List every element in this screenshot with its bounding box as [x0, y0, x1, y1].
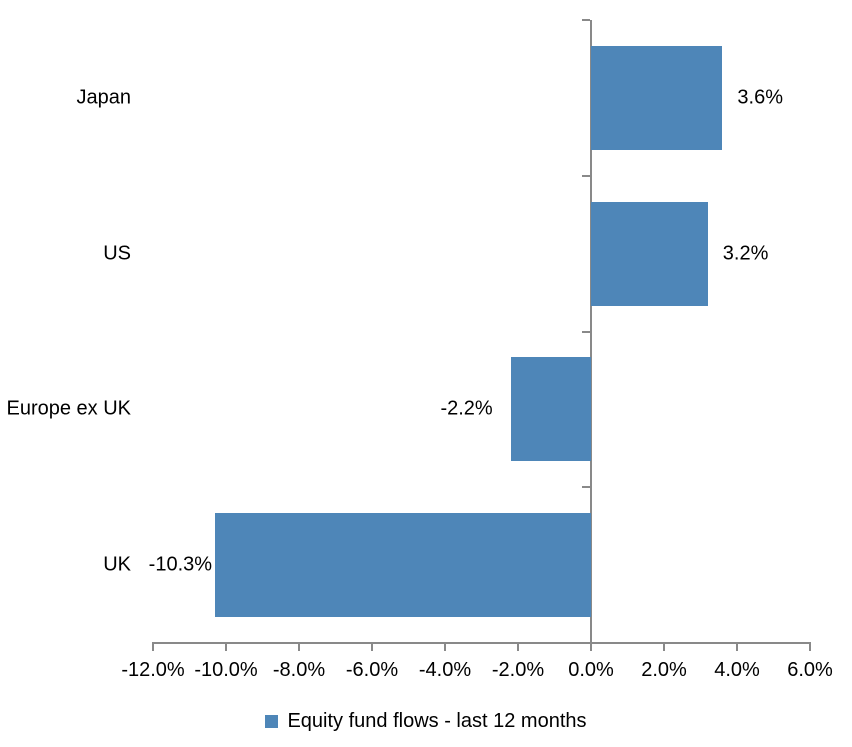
bar-us [591, 201, 708, 306]
category-label-japan: Japan [76, 86, 132, 109]
x-tick-label-9: 6.0% [787, 659, 833, 681]
x-axis-line [152, 642, 811, 644]
x-tick-label-5: -2.0% [491, 659, 545, 681]
y-axis-tick-3 [582, 486, 590, 489]
y-axis-tick-0 [582, 19, 590, 21]
legend-swatch-icon [265, 714, 279, 728]
x-tick-label-0: -12.0% [121, 659, 185, 681]
data-label-europe-ex-uk: -2.2% [440, 397, 493, 420]
x-tick-8 [736, 642, 738, 651]
legend-label: Equity fund flows - last 12 months [287, 709, 587, 732]
x-tick-label-2: -8.0% [272, 659, 326, 681]
x-tick-3 [371, 642, 373, 651]
x-tick-9 [809, 642, 811, 651]
bar-uk [215, 513, 591, 618]
data-label-japan: 3.6% [737, 86, 783, 109]
y-axis-tick-1 [582, 174, 590, 177]
x-tick-label-4: -4.0% [418, 659, 472, 681]
x-tick-label-7: 2.0% [641, 659, 687, 681]
bar-japan [591, 45, 723, 150]
x-tick-0 [152, 642, 154, 651]
y-axis-tick-2 [582, 330, 590, 333]
legend: Equity fund flows - last 12 months [0, 708, 852, 734]
x-tick-2 [298, 642, 300, 651]
x-tick-label-3: -6.0% [345, 659, 399, 681]
category-label-europe-ex-uk: Europe ex UK [6, 397, 131, 420]
y-axis-zero-line [590, 20, 592, 651]
x-tick-label-8: 4.0% [714, 659, 760, 681]
category-label-us: US [103, 242, 131, 265]
x-tick-4 [444, 642, 446, 651]
data-label-uk: -10.3% [148, 553, 213, 576]
y-axis-tick-4 [582, 642, 590, 644]
x-tick-7 [663, 642, 665, 651]
x-tick-5 [517, 642, 519, 651]
x-tick-1 [225, 642, 227, 651]
data-label-us: 3.2% [722, 242, 769, 265]
x-tick-6 [590, 642, 592, 651]
bar-europe-ex-uk [510, 357, 591, 462]
x-tick-label-6: 0.0% [568, 659, 614, 681]
x-tick-label-1: -10.0% [194, 659, 258, 681]
category-label-uk: UK [103, 553, 131, 576]
